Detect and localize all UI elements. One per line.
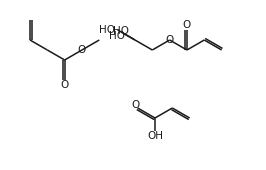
Text: O: O [183, 20, 191, 30]
Text: O: O [61, 80, 69, 90]
Text: O: O [132, 100, 140, 110]
Text: HO: HO [99, 25, 115, 35]
Text: O: O [165, 35, 174, 45]
Text: HO: HO [109, 31, 125, 41]
Text: OH: OH [147, 131, 163, 141]
Text: O: O [78, 45, 86, 55]
Text: HO: HO [113, 26, 129, 36]
